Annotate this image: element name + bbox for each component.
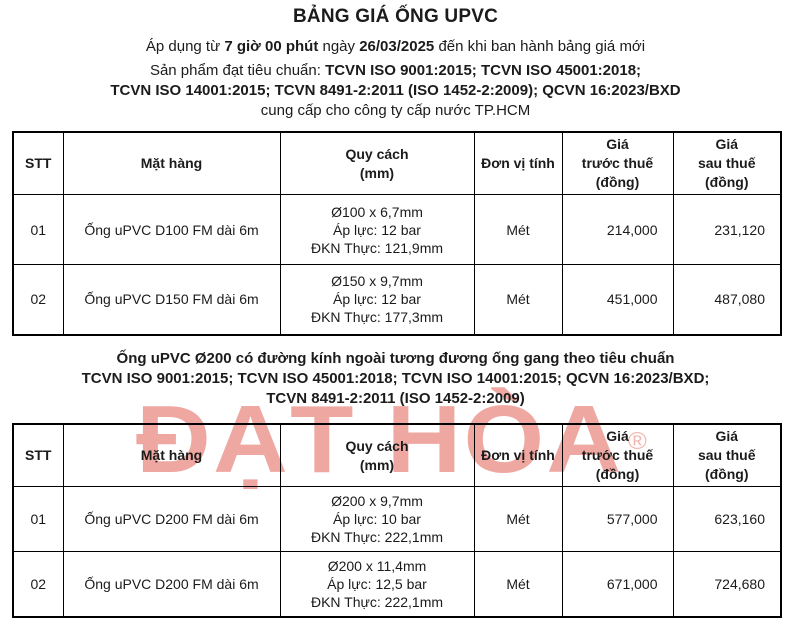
cell-stt: 01 [12,194,64,265]
cell-spec: Ø100 x 6,7mm Áp lực: 12 bar ĐKN Thực: 12… [279,194,475,265]
col-header-price-after-tax: Giá sau thuế (đồng) [672,131,782,195]
table-row-d100: 01 Ống uPVC D100 FM dài 6m Ø100 x 6,7mm … [12,194,782,265]
standards-block: Sản phẩm đạt tiêu chuẩn: TCVN ISO 9001:2… [0,61,791,121]
table2-header-row: STT Mặt hàng Quy cách (mm) Đơn vị tính G… [12,423,782,487]
cell-price-after-tax: 231,120 [672,194,782,265]
cell-price-before-tax: 214,000 [561,194,674,265]
standards-line-2: TCVN ISO 14001:2015; TCVN 8491-2:2011 (I… [110,82,681,99]
col-header-stt: STT [12,423,64,487]
table1-header-row: STT Mặt hàng Quy cách (mm) Đơn vị tính G… [12,131,782,195]
cell-unit: Mét [473,194,563,265]
col-header-spec: Quy cách (mm) [279,131,475,195]
col-header-price-before-tax: Giá trước thuế (đồng) [561,423,674,487]
apply-date: 26/03/2025 [359,38,435,55]
price-table-upvc: STT Mặt hàng Quy cách (mm) Đơn vị tính G… [12,131,782,336]
section2-heading: Ống uPVC Ø200 có đường kính ngoài tương … [81,350,710,407]
cell-item: Ống uPVC D150 FM dài 6m [62,264,281,335]
cell-unit: Mét [473,486,563,552]
cell-stt: 01 [12,486,64,552]
standards-list-1: TCVN ISO 9001:2015; TCVN ISO 45001:2018; [325,62,642,79]
cell-price-before-tax: 451,000 [561,264,674,335]
cell-unit: Mét [473,264,563,335]
apply-line-pre: Áp dụng từ [145,38,225,55]
col-header-price-before-tax: Giá trước thuế (đồng) [561,131,674,195]
cell-spec: Ø200 x 9,7mm Áp lực: 10 bar ĐKN Thực: 22… [279,486,475,552]
cell-spec: Ø200 x 11,4mm Áp lực: 12,5 bar ĐKN Thực:… [279,551,475,617]
cell-price-after-tax: 623,160 [672,486,782,552]
cell-unit: Mét [473,551,563,617]
apply-line-mid: ngày [318,38,360,55]
standards-line-1: Sản phẩm đạt tiêu chuẩn: TCVN ISO 9001:2… [0,61,791,81]
col-header-stt: STT [12,131,64,195]
cell-price-before-tax: 671,000 [561,551,674,617]
cell-item: Ống uPVC D200 FM dài 6m [62,486,281,552]
col-header-item: Mặt hàng [62,131,281,195]
cell-spec: Ø150 x 9,7mm Áp lực: 12 bar ĐKN Thực: 17… [279,264,475,335]
cell-item: Ống uPVC D100 FM dài 6m [62,194,281,265]
supply-line: cung cấp cho công ty cấp nước TP.HCM [260,102,531,119]
cell-price-after-tax: 724,680 [672,551,782,617]
page-title: BẢNG GIÁ ỐNG UPVC [292,6,499,27]
apply-date-line: Áp dụng từ 7 giờ 00 phút ngày 26/03/2025… [0,38,791,55]
standards-prefix: Sản phẩm đạt tiêu chuẩn: [149,62,326,79]
cell-price-after-tax: 487,080 [672,264,782,335]
table-row-d200-12-5bar: 02 Ống uPVC D200 FM dài 6m Ø200 x 11,4mm… [12,551,782,617]
cell-stt: 02 [12,551,64,617]
table-row-d200-10bar: 01 Ống uPVC D200 FM dài 6m Ø200 x 9,7mm … [12,486,782,552]
cell-stt: 02 [12,264,64,335]
col-header-unit: Đơn vị tính [473,423,563,487]
apply-time: 7 giờ 00 phút [224,38,319,55]
col-header-spec: Quy cách (mm) [279,423,475,487]
document-header: BẢNG GIÁ ỐNG UPVC Áp dụng từ 7 giờ 00 ph… [0,0,791,121]
cell-item: Ống uPVC D200 FM dài 6m [62,551,281,617]
table-row-d150: 02 Ống uPVC D150 FM dài 6m Ø150 x 9,7mm … [12,264,782,335]
col-header-item: Mặt hàng [62,423,281,487]
price-table-upvc-d200: STT Mặt hàng Quy cách (mm) Đơn vị tính G… [12,423,782,618]
col-header-unit: Đơn vị tính [473,131,563,195]
col-header-price-after-tax: Giá sau thuế (đồng) [672,423,782,487]
apply-line-post: đến khi ban hành bảng giá mới [434,38,646,55]
cell-price-before-tax: 577,000 [561,486,674,552]
